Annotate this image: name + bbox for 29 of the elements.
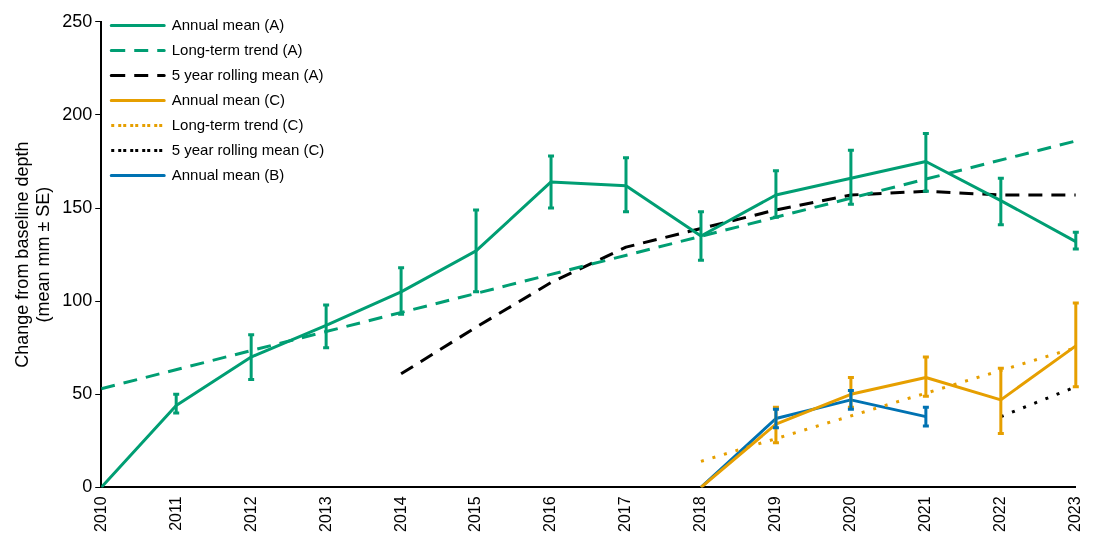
x-tick-label: 2010: [91, 496, 109, 532]
x-tick-label: 2023: [1066, 496, 1084, 532]
y-tick-label: 200: [62, 103, 93, 124]
x-tick-label: 2021: [916, 496, 934, 532]
x-tick-label: 2017: [616, 496, 634, 532]
y-axis-title: Change from baseline depth (mean mm ± SE): [11, 141, 54, 368]
x-tick-label: 2014: [391, 496, 409, 532]
y-tick-label: 150: [62, 197, 93, 218]
legend-label: Long-term trend (A): [171, 40, 303, 58]
legend-label: 5 year rolling mean (A): [171, 65, 324, 83]
x-tick-label: 2020: [841, 496, 859, 532]
x-tick-label: 2022: [991, 496, 1009, 532]
y-tick-label: 100: [62, 290, 93, 311]
x-tick-label: 2015: [466, 496, 484, 532]
x-tick-label: 2018: [691, 496, 709, 532]
legend-label: Annual mean (A): [171, 15, 285, 33]
legend-label: 5 year rolling mean (C): [171, 140, 325, 158]
legend-label: Long-term trend (C): [171, 115, 304, 133]
x-tick-label: 2013: [316, 496, 334, 532]
y-tick-label: 0: [82, 476, 93, 497]
legend-label: Annual mean (B): [171, 165, 285, 183]
x-tick-label: 2019: [766, 496, 784, 532]
line-series: [399, 189, 1076, 376]
y-tick-label: 250: [62, 10, 93, 31]
legend-label: Annual mean (C): [171, 90, 286, 108]
x-tick-label: 2016: [541, 496, 559, 532]
x-tick-label: 2011: [166, 496, 184, 531]
y-tick-label: 50: [72, 383, 93, 404]
x-tick-label: 2012: [241, 496, 259, 532]
